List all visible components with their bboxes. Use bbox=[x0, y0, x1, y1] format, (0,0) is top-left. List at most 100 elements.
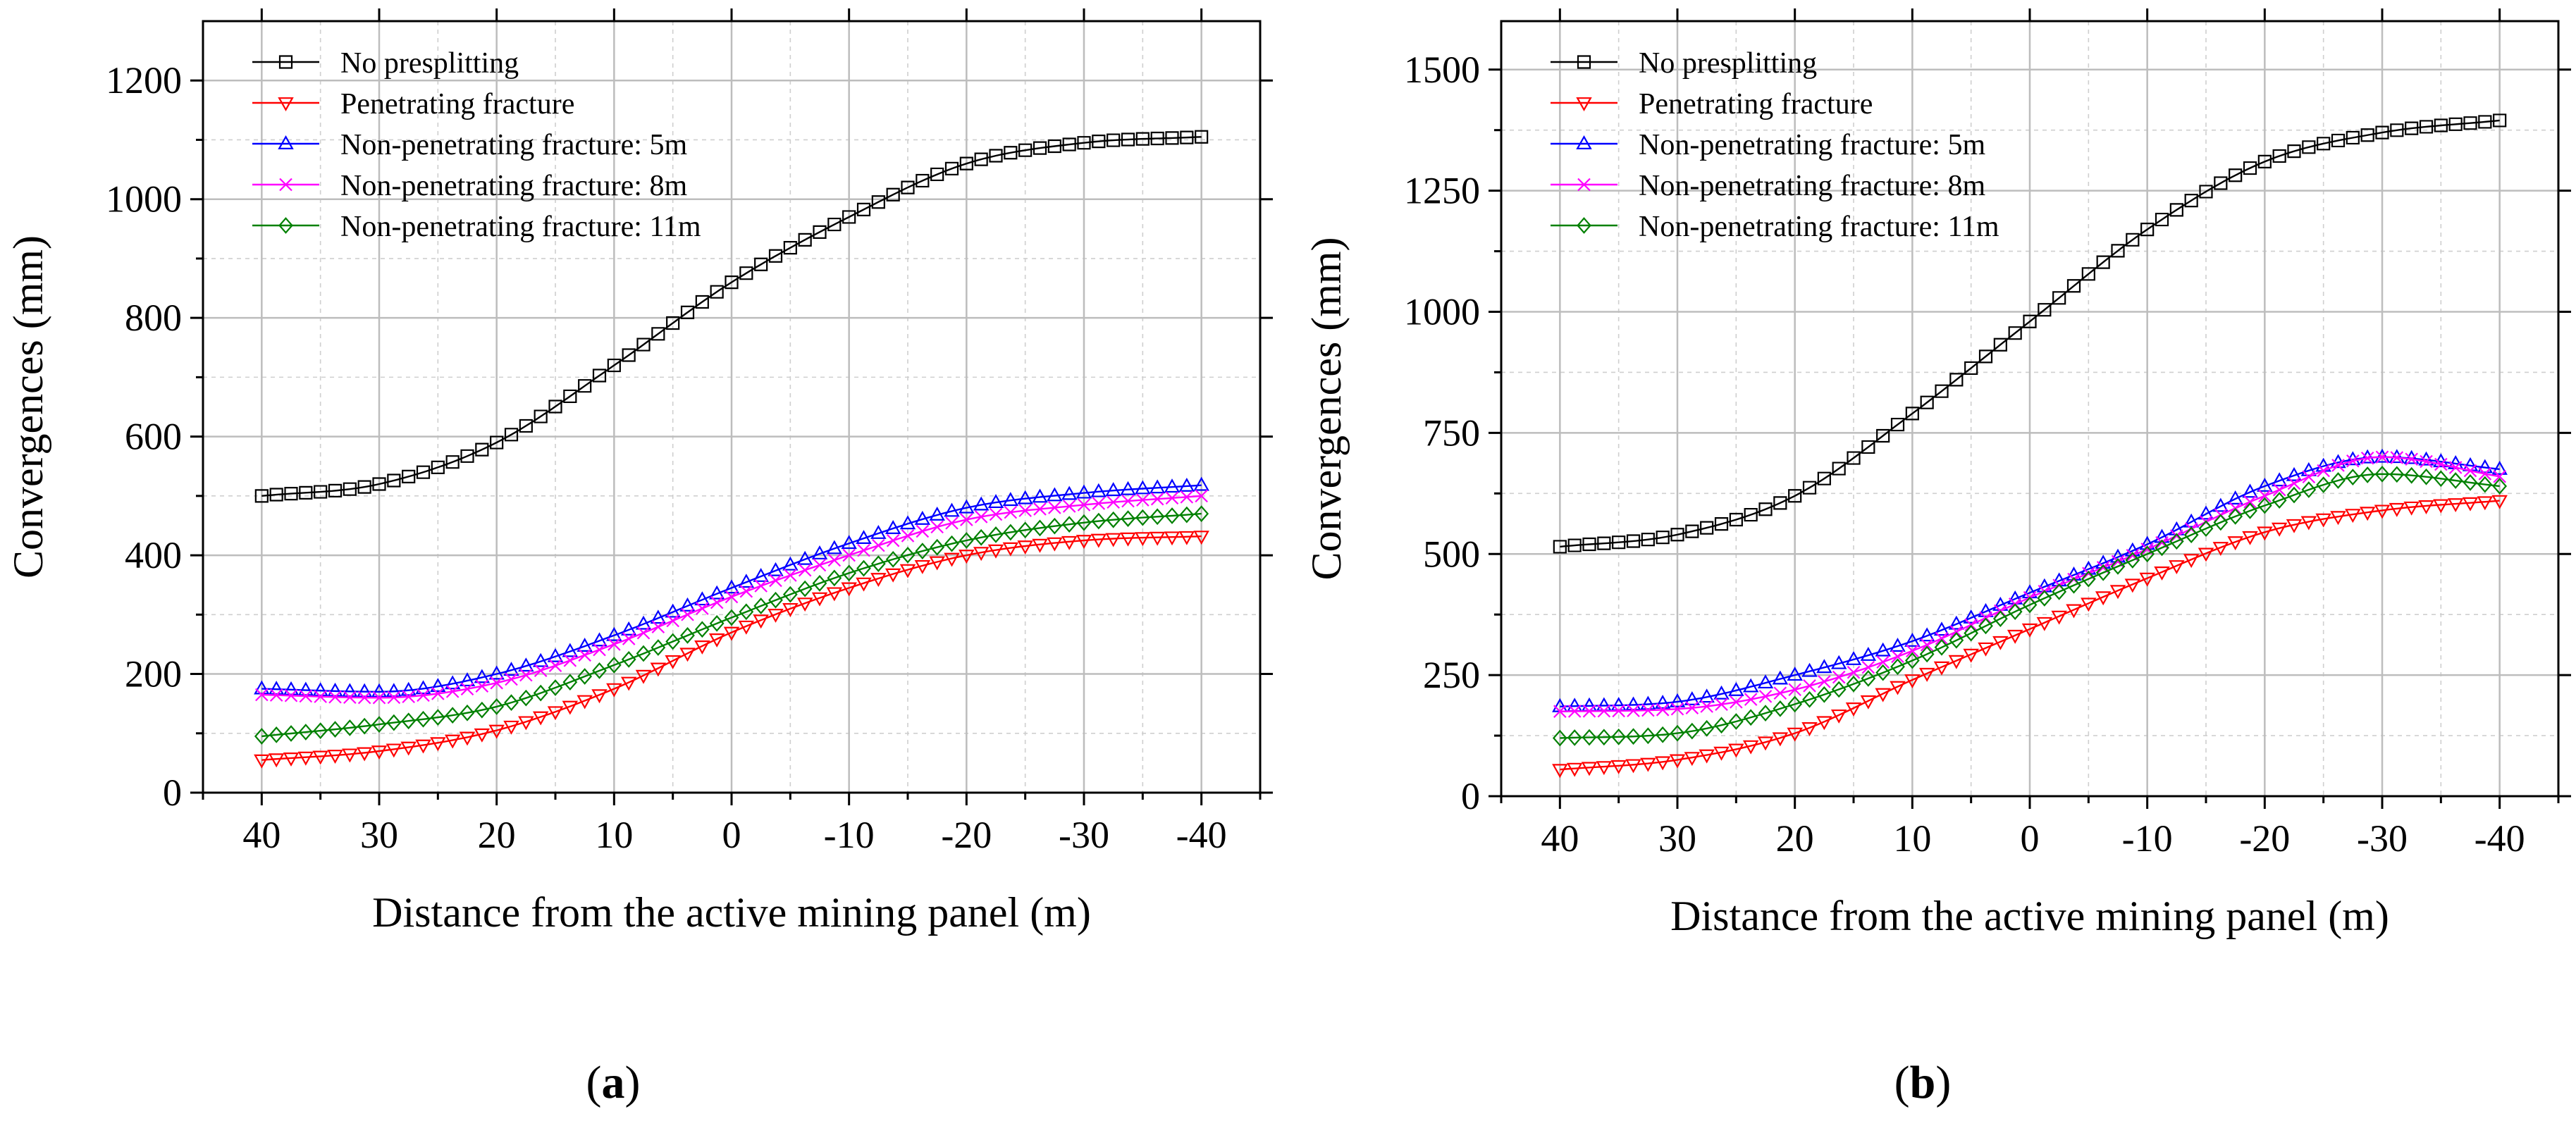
data-point bbox=[2007, 629, 2023, 644]
data-point bbox=[1992, 610, 2008, 627]
data-point bbox=[1846, 675, 1861, 693]
data-point bbox=[782, 602, 799, 617]
data-point bbox=[1195, 489, 1208, 503]
data-point bbox=[2109, 585, 2126, 600]
data-point bbox=[723, 626, 740, 641]
data-point bbox=[2418, 500, 2434, 514]
data-point bbox=[563, 654, 577, 667]
data-point bbox=[1685, 524, 1699, 538]
panel-caption: (a) bbox=[586, 1057, 641, 1108]
data-point bbox=[1773, 700, 1788, 717]
data-point bbox=[1787, 727, 1803, 742]
data-point bbox=[563, 389, 577, 404]
data-point bbox=[1135, 132, 1150, 146]
data-point bbox=[885, 550, 901, 568]
data-point bbox=[2155, 539, 2169, 557]
data-point bbox=[1090, 533, 1107, 548]
data-point bbox=[1178, 477, 1195, 492]
data-point bbox=[2007, 603, 2023, 620]
data-point bbox=[312, 750, 328, 765]
legend-label: Non-penetrating fracture: 11m bbox=[340, 211, 701, 243]
data-point bbox=[681, 607, 694, 621]
data-point bbox=[328, 483, 343, 498]
data-point bbox=[1861, 660, 1875, 674]
data-point bbox=[415, 680, 431, 695]
data-point bbox=[680, 626, 695, 644]
data-point bbox=[400, 741, 417, 756]
data-point bbox=[2315, 513, 2331, 528]
data-point bbox=[2448, 472, 2463, 489]
data-point bbox=[1107, 133, 1121, 147]
data-point bbox=[2066, 604, 2082, 619]
y-axis-title: Convergences (mm) bbox=[5, 235, 51, 578]
data-point bbox=[254, 680, 270, 695]
data-point bbox=[1730, 695, 1743, 709]
data-point bbox=[1816, 716, 1832, 731]
data-point bbox=[356, 683, 373, 698]
data-point bbox=[342, 683, 358, 698]
data-point bbox=[1757, 736, 1774, 751]
data-point bbox=[899, 564, 916, 578]
data-point bbox=[1758, 705, 1773, 722]
x-tick-label: 10 bbox=[595, 814, 633, 856]
data-point bbox=[386, 714, 402, 731]
data-point bbox=[2199, 185, 2213, 199]
data-point bbox=[1847, 665, 1861, 679]
data-point bbox=[915, 543, 930, 559]
data-point bbox=[813, 225, 827, 239]
data-point bbox=[2360, 128, 2374, 142]
data-point bbox=[2243, 495, 2257, 509]
data-point bbox=[284, 688, 298, 702]
grid bbox=[203, 21, 1260, 794]
data-point bbox=[1656, 531, 1670, 545]
data-point bbox=[2258, 489, 2272, 503]
data-point bbox=[328, 690, 342, 704]
data-point bbox=[769, 574, 782, 588]
data-point bbox=[2463, 464, 2477, 478]
data-point bbox=[1061, 535, 1078, 550]
data-point bbox=[1120, 532, 1136, 547]
data-point bbox=[255, 688, 269, 702]
data-point bbox=[1047, 487, 1063, 502]
ticks bbox=[190, 8, 1273, 805]
data-point bbox=[1567, 729, 1582, 746]
data-point bbox=[826, 587, 843, 602]
data-point bbox=[620, 676, 637, 691]
data-point bbox=[1032, 488, 1048, 503]
data-point bbox=[1553, 705, 1567, 718]
data-point bbox=[1670, 702, 1684, 716]
data-point bbox=[2330, 511, 2346, 526]
y-tick-label: 1250 bbox=[1404, 170, 1480, 212]
data-point bbox=[1918, 627, 1935, 642]
data-point bbox=[1048, 501, 1061, 514]
data-point bbox=[343, 482, 357, 496]
data-point bbox=[1787, 695, 1803, 713]
x-tick-label: -10 bbox=[2122, 817, 2173, 860]
data-point bbox=[696, 602, 709, 615]
data-point bbox=[959, 532, 974, 549]
data-point bbox=[2375, 125, 2389, 140]
data-point bbox=[2169, 203, 2183, 217]
data-point bbox=[1120, 481, 1136, 495]
y-tick-label: 1000 bbox=[1404, 291, 1480, 333]
data-point bbox=[1743, 709, 1758, 726]
data-point bbox=[1193, 476, 1209, 491]
data-point bbox=[2389, 449, 2405, 464]
data-point bbox=[2169, 533, 2184, 550]
data-point bbox=[444, 675, 461, 690]
data-point bbox=[1802, 690, 1817, 708]
legend: No presplitting Penetrating fracture Non-p… bbox=[252, 47, 701, 243]
data-point bbox=[1047, 517, 1062, 535]
data-point bbox=[1847, 451, 1861, 465]
data-point bbox=[1656, 703, 1670, 717]
data-point bbox=[2477, 459, 2494, 473]
data-point bbox=[2404, 466, 2420, 484]
data-point bbox=[444, 734, 461, 749]
data-point bbox=[826, 540, 843, 555]
data-point bbox=[283, 681, 300, 695]
data-point bbox=[356, 747, 373, 762]
data-point bbox=[797, 580, 813, 597]
data-point bbox=[1801, 722, 1818, 736]
data-point bbox=[2022, 596, 2038, 614]
data-point bbox=[901, 529, 915, 543]
